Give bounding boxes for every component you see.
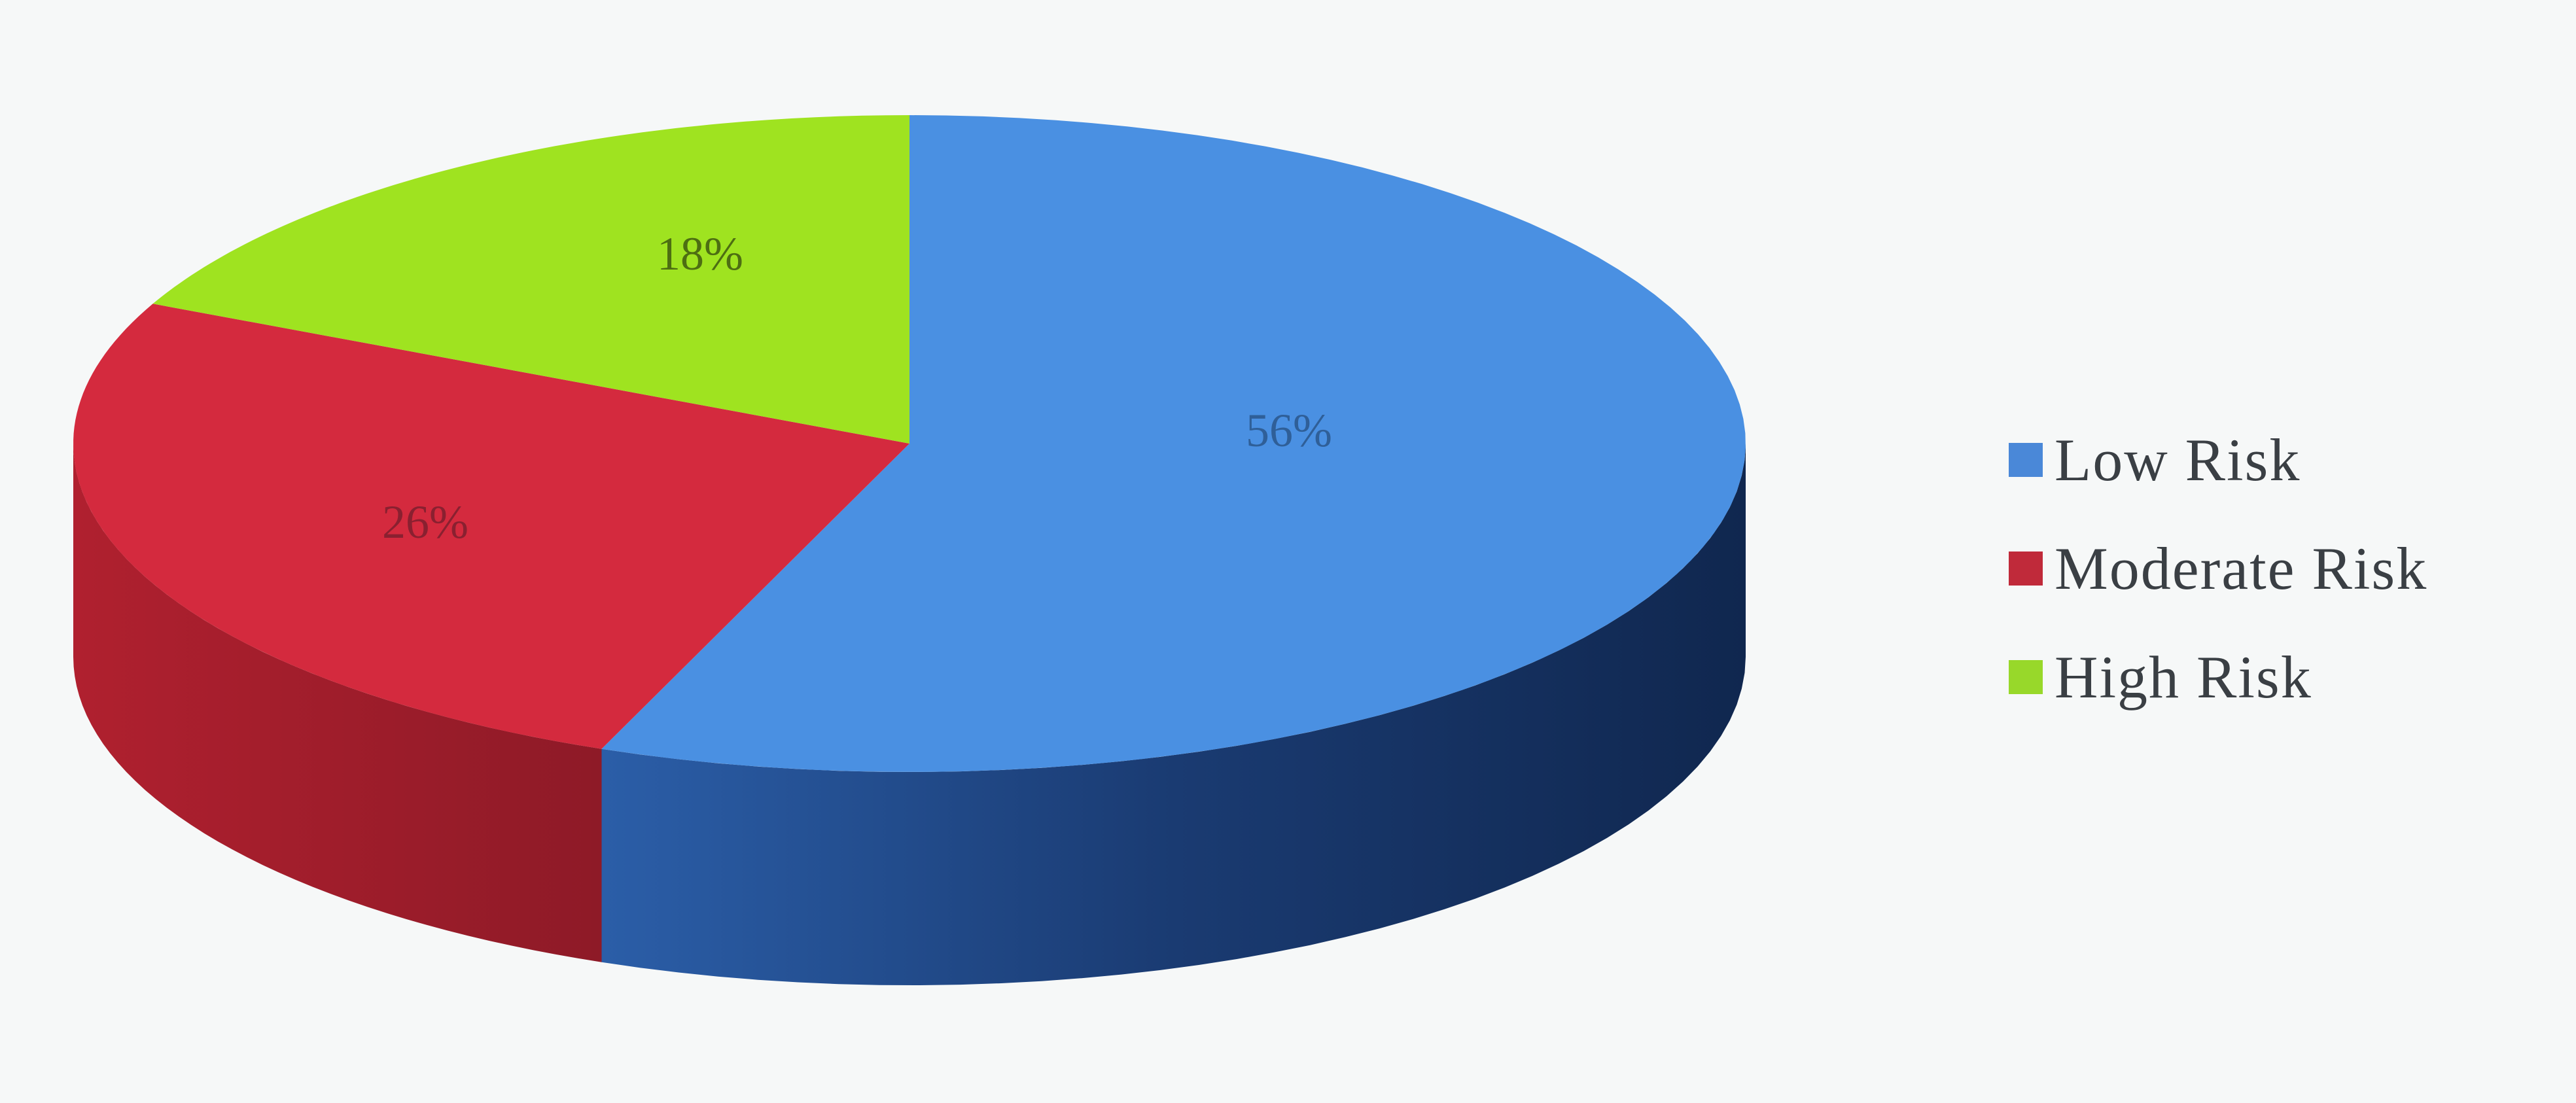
data-label-low-risk: 56%: [1246, 404, 1332, 457]
pie-side-low-risk: [601, 444, 1746, 985]
pie-slice-low-risk: [601, 115, 1746, 772]
legend-swatch-low-risk: [2009, 443, 2043, 477]
legend-label: High Risk: [2055, 644, 2312, 710]
legend-label: Low Risk: [2055, 427, 2301, 493]
legend: Low Risk Moderate Risk High Risk: [2009, 406, 2427, 731]
legend-swatch-high-risk: [2009, 660, 2043, 694]
legend-item-high-risk: High Risk: [2009, 623, 2427, 731]
legend-item-moderate-risk: Moderate Risk: [2009, 514, 2427, 623]
pie-side-moderate-risk: [73, 444, 602, 962]
legend-item-low-risk: Low Risk: [2009, 406, 2427, 514]
legend-swatch-moderate-risk: [2009, 552, 2043, 586]
pie-slice-high-risk: [152, 115, 910, 444]
data-label-moderate-risk: 26%: [382, 496, 468, 548]
pie-slice-moderate-risk: [73, 304, 910, 749]
legend-label: Moderate Risk: [2055, 535, 2428, 602]
data-label-high-risk: 18%: [657, 228, 743, 280]
